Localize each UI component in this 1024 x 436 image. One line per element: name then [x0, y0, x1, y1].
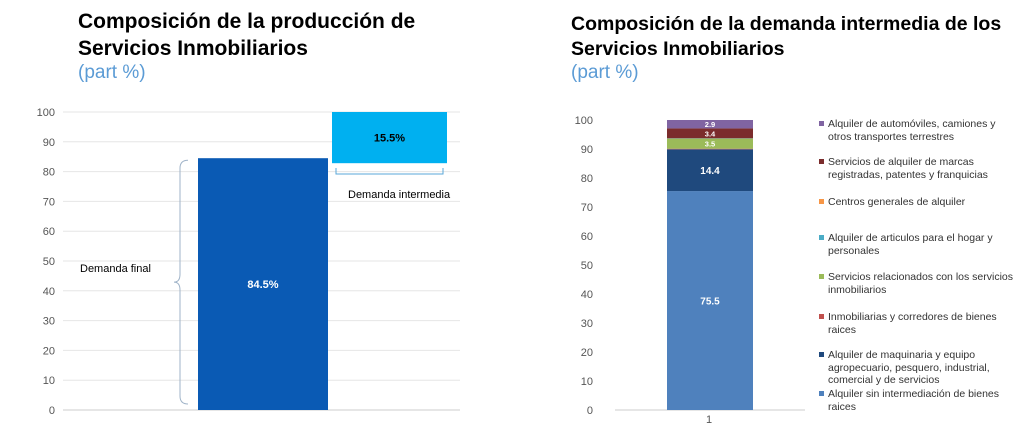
y-tick-label: 90: [43, 137, 55, 149]
legend-swatch: [819, 159, 824, 164]
y-tick-label: 20: [43, 345, 55, 357]
y-tick-label: 40: [581, 289, 593, 301]
stack-segment-6: [667, 128, 753, 139]
stack-segment-1: [667, 149, 753, 192]
right-chart-subtitle: (part %): [571, 62, 639, 83]
legend-swatch: [819, 274, 824, 279]
stack-segment-2: [667, 148, 753, 150]
right-chart-title-line2: Servicios Inmobiliarios: [571, 38, 785, 60]
bracket-demanda-intermedia: [335, 168, 444, 175]
right-chart-panel: Composición de la demanda intermedia de …: [520, 0, 1024, 436]
legend-label: Alquiler de articulos para el hogar y pe…: [828, 232, 993, 257]
segment-label-1: 14.4: [700, 166, 720, 177]
segment-label-3: 3.5: [705, 140, 715, 149]
x-tick-label: 1: [706, 414, 712, 426]
left-chart-panel: Composición de la producción de Servicio…: [37, 8, 460, 417]
left-chart-title: Composición de la producción de Servicio…: [78, 8, 415, 62]
segment-label-6: 3.4: [705, 129, 716, 138]
annotation-demanda-final: Demanda final: [80, 263, 151, 275]
legend-item: Centros generales de alquiler: [819, 196, 1019, 209]
annotation-demanda-intermedia: Demanda intermedia: [348, 189, 451, 201]
left-chart-title-line2: Servicios Inmobiliarios: [78, 37, 308, 60]
segment-label-0: 75.5: [700, 297, 720, 308]
legend-swatch: [819, 314, 824, 319]
y-tick-label: 70: [581, 202, 593, 214]
legend-swatch: [819, 199, 824, 204]
y-tick-label: 10: [43, 375, 55, 387]
y-tick-label: 50: [43, 256, 55, 268]
legend-label: Alquiler de automóviles, camiones y otro…: [828, 118, 996, 143]
bar-label-demanda-intermedia: 15.5%: [374, 133, 405, 145]
legend-item: Servicios relacionados con los servicios…: [819, 271, 1019, 296]
legend-swatch: [819, 391, 824, 396]
y-tick-label: 80: [581, 173, 593, 185]
y-tick-label: 0: [49, 405, 55, 417]
legend-label: Centros generales de alquiler: [828, 196, 966, 208]
y-tick-label: 50: [581, 260, 593, 272]
right-chart-title: Composición de la demanda intermedia de …: [571, 12, 1001, 62]
bar-demanda-intermedia: [332, 112, 447, 164]
y-tick-label: 70: [43, 196, 55, 208]
y-tick-label: 0: [587, 405, 593, 417]
stack-segment-3: [667, 138, 753, 149]
left-chart-subtitle: (part %): [78, 62, 146, 83]
right-chart-plot: 0 10 20 30 40 50 60 70 80 90 100 1 75.5 14.4 3.5 3.42.9: [575, 115, 805, 426]
legend-swatch: [819, 235, 824, 240]
y-tick-label: 60: [43, 226, 55, 238]
legend-item: Alquiler de articulos para el hogar y pe…: [819, 232, 1019, 257]
y-tick-label: 40: [43, 286, 55, 298]
y-tick-label: 100: [37, 107, 55, 119]
y-tick-label: 60: [581, 231, 593, 243]
legend-item: Alquiler de maquinaria y equipo agropecu…: [819, 349, 1019, 387]
legend-label: Servicios relacionados con los servicios…: [828, 271, 1013, 296]
right-chart-title-line1: Composición de la demanda intermedia de …: [571, 13, 1002, 35]
legend-item: Inmobiliarias y corredores de bienes rai…: [819, 311, 1019, 336]
y-tick-label: 100: [575, 115, 593, 127]
y-tick-label: 30: [581, 318, 593, 330]
left-chart-plot: 0 10 20 30 40 50 60 70 80 90 100 84.5% 15.5% Demanda …: [37, 107, 460, 417]
brace-demanda-final: [173, 159, 189, 405]
legend-label: Alquiler sin intermediación de bienes ra…: [828, 388, 1000, 413]
legend-swatch: [819, 121, 824, 126]
legend-label: Alquiler de maquinaria y equipo agropecu…: [828, 349, 990, 386]
legend-label: Servicios de alquiler de marcas registra…: [828, 156, 988, 181]
left-chart-title-line1: Composición de la producción de: [78, 10, 416, 33]
segment-label-7: 2.9: [705, 120, 715, 129]
legend-swatch: [819, 352, 824, 357]
y-tick-label: 30: [43, 316, 55, 328]
legend-item: Alquiler de automóviles, camiones y otro…: [819, 118, 1019, 143]
legend-item: Servicios de alquiler de marcas registra…: [819, 156, 1019, 181]
stack-segment-0: [667, 191, 753, 410]
legend-label: Inmobiliarias y corredores de bienes rai…: [828, 311, 997, 336]
y-tick-label: 90: [581, 144, 593, 156]
stack-segment-7: [667, 120, 753, 129]
y-tick-label: 20: [581, 347, 593, 359]
legend-item: Alquiler sin intermediación de bienes ra…: [819, 388, 1019, 413]
y-tick-label: 10: [581, 376, 593, 388]
y-tick-label: 80: [43, 167, 55, 179]
bar-label-demanda-final: 84.5%: [247, 279, 278, 291]
bar-demanda-final: [198, 158, 328, 410]
